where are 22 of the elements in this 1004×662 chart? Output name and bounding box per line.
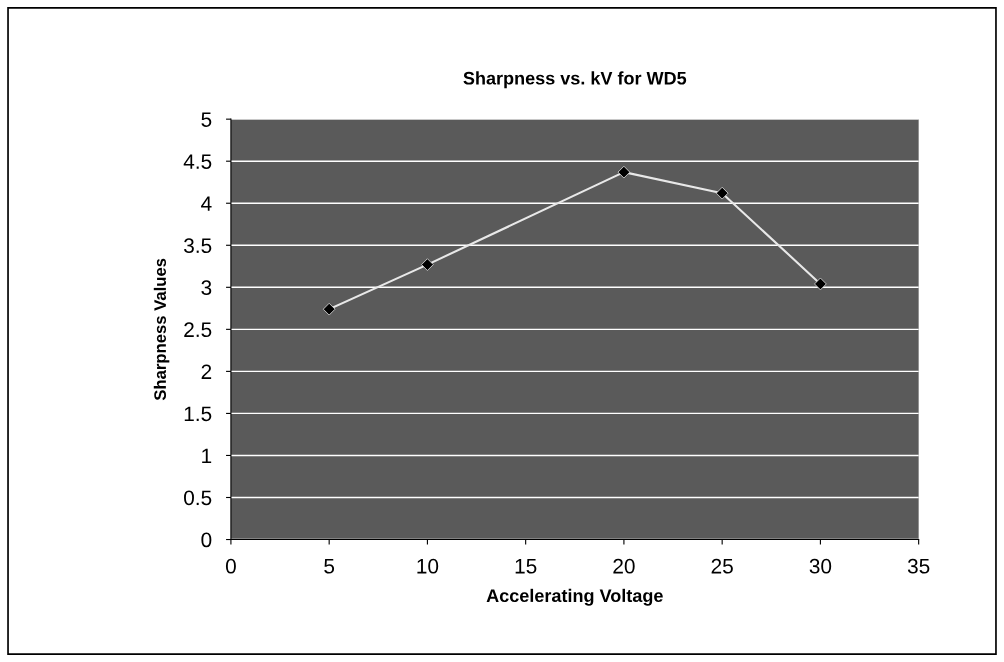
- y-tick-label: 0: [201, 532, 212, 548]
- y-tick-label: 4.5: [183, 154, 212, 169]
- y-tick-label: 1: [202, 448, 212, 463]
- y-tick-label: 0.5: [184, 490, 212, 506]
- y-tick-label: 1.5: [184, 406, 212, 422]
- chart-title: Sharpness vs. kV for WD5: [463, 71, 687, 89]
- x-tick-label: 25: [711, 558, 733, 574]
- y-tick-label: 3.5: [184, 238, 212, 254]
- x-axis-title: Accelerating Voltage: [486, 588, 663, 606]
- x-tick-label: 0: [225, 558, 236, 574]
- x-tick-label: 35: [907, 558, 930, 574]
- x-tick-label: 10: [417, 558, 439, 574]
- y-axis-title: Sharpness Values: [153, 258, 170, 401]
- x-tick-label: 5: [324, 559, 335, 574]
- y-tick-label: 4: [201, 196, 212, 211]
- x-tick-label: 30: [809, 558, 832, 574]
- x-tick-label: 15: [515, 559, 537, 574]
- y-tick-label: 2: [201, 364, 212, 379]
- y-tick-label: 3: [201, 280, 212, 296]
- y-tick-label: 2.5: [184, 322, 212, 338]
- x-tick-label: 20: [613, 558, 635, 574]
- y-tick-label: 5: [201, 112, 212, 127]
